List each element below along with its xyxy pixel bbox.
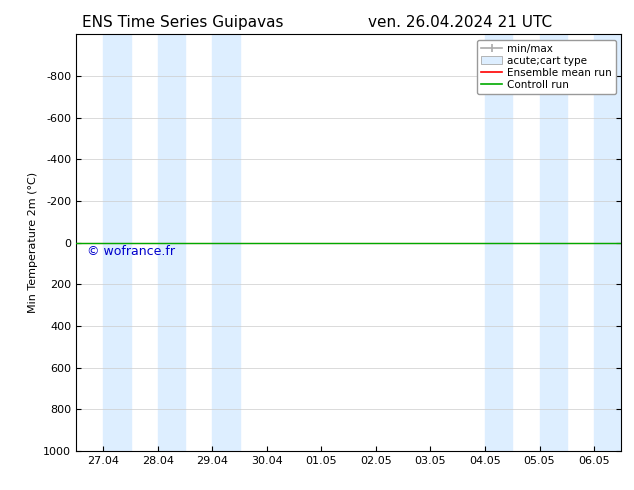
Bar bbox=[540, 34, 567, 451]
Bar bbox=[594, 34, 621, 451]
Legend: min/max, acute;cart type, Ensemble mean run, Controll run: min/max, acute;cart type, Ensemble mean … bbox=[477, 40, 616, 94]
Text: © wofrance.fr: © wofrance.fr bbox=[87, 245, 175, 258]
Bar bbox=[485, 34, 512, 451]
Text: ENS Time Series Guipavas: ENS Time Series Guipavas bbox=[82, 15, 284, 30]
Bar bbox=[158, 34, 185, 451]
Y-axis label: Min Temperature 2m (°C): Min Temperature 2m (°C) bbox=[28, 172, 37, 313]
Bar bbox=[103, 34, 131, 451]
Bar bbox=[212, 34, 240, 451]
Text: ven. 26.04.2024 21 UTC: ven. 26.04.2024 21 UTC bbox=[368, 15, 552, 30]
